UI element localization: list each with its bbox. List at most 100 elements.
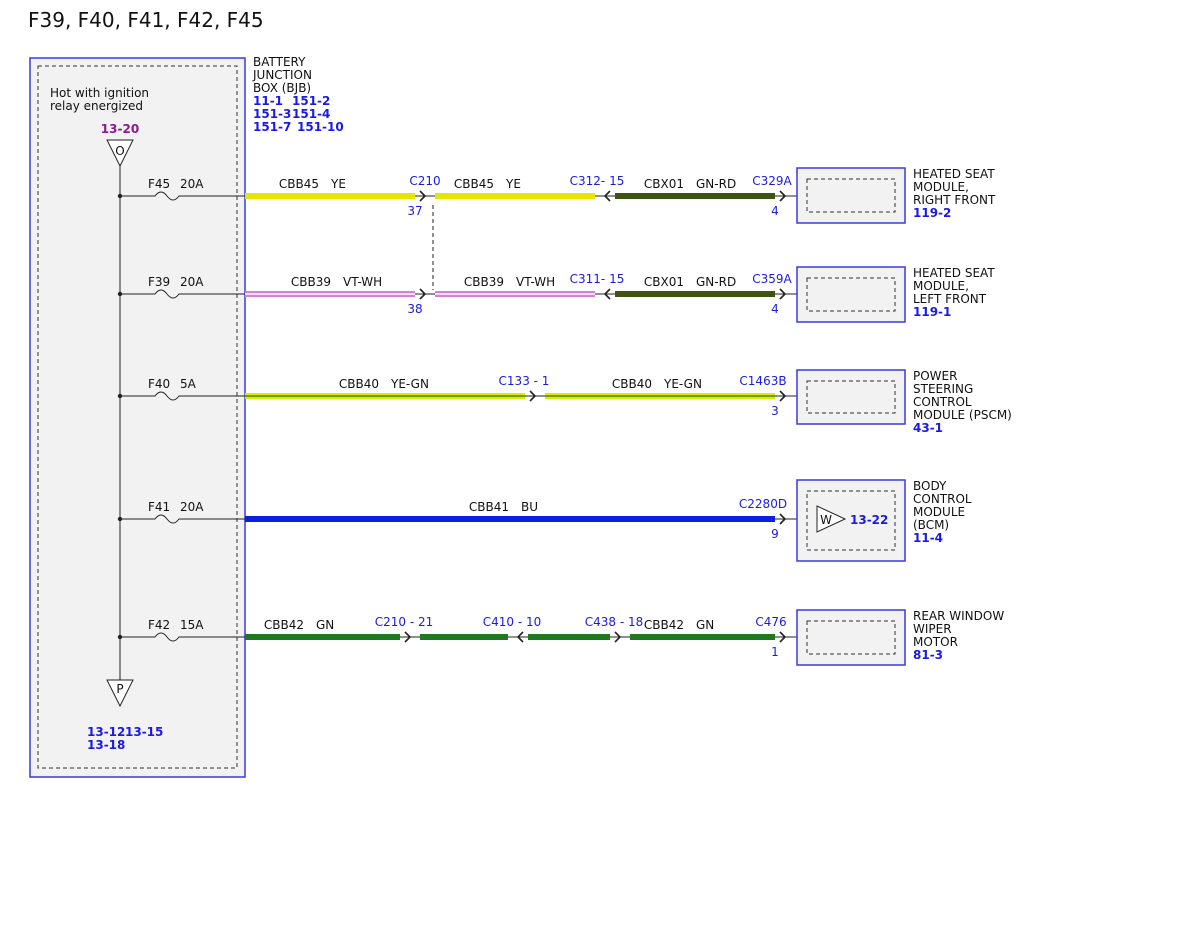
module-label: BODY [913, 479, 947, 493]
wire-id: CBB42 [264, 618, 304, 632]
module-symbol-ref: 13-22 [850, 513, 888, 527]
module-label: MODULE [913, 505, 965, 519]
module-box [796, 167, 906, 224]
connector-arrow [529, 390, 537, 402]
connector-pin: 4 [771, 302, 779, 316]
bjb-bottom-ref: 13-12 [87, 725, 125, 739]
module-label: MODULE, [913, 279, 969, 293]
connector-pin: 38 [407, 302, 422, 316]
bottom-symbol-label: P [116, 682, 123, 696]
connector-label: C133 - 1 [499, 374, 550, 388]
module-ref: 11-4 [913, 531, 943, 545]
module-label: (BCM) [913, 518, 949, 532]
module-symbol [816, 505, 847, 533]
connector-arrow [603, 190, 611, 202]
bjb-label: BATTERY [253, 55, 306, 69]
bjb-ref-link: 11-1 [253, 94, 283, 108]
module-label: WIPER [913, 622, 952, 636]
module-symbol-label: W [820, 513, 832, 527]
wire-id: CBB41 [469, 500, 509, 514]
connector-arrow [779, 390, 787, 402]
top-symbol [106, 139, 134, 168]
connector-arrow [779, 190, 787, 202]
module-label: RIGHT FRONT [913, 193, 996, 207]
connector-pin: 3 [771, 404, 779, 418]
bjb-ref-link: 151-10 [297, 120, 344, 134]
module-label: MODULE, [913, 180, 969, 194]
connector-arrow [779, 513, 787, 525]
wire-color: GN-RD [696, 275, 736, 289]
bjb-label: JUNCTION [252, 68, 312, 82]
module-label: HEATED SEAT [913, 266, 995, 280]
wire-color: YE [505, 177, 521, 191]
wire-id: CBX01 [644, 177, 684, 191]
module-inner [806, 380, 896, 414]
fuse-name: F39 [148, 275, 170, 289]
module-label: POWER [913, 369, 957, 383]
wire-color: YE-GN [390, 377, 429, 391]
connector-label: C312- 15 [570, 174, 625, 188]
wire-color: GN [696, 618, 714, 632]
module-inner [806, 490, 896, 551]
connector-arrow [779, 631, 787, 643]
connector-arrow [516, 631, 524, 643]
connector-label: C329A [752, 174, 792, 188]
wire-id: CBB39 [464, 275, 504, 289]
fuse-name: F45 [148, 177, 170, 191]
fuse-rating: 20A [180, 177, 204, 191]
connector-arrow [404, 631, 412, 643]
fuse [120, 191, 245, 201]
bjb-note: relay energized [50, 99, 143, 113]
connector-arrow [779, 288, 787, 300]
module-label: HEATED SEAT [913, 167, 995, 181]
module-label: STEERING [913, 382, 973, 396]
module-box [796, 479, 906, 562]
wire-id: CBB45 [454, 177, 494, 191]
module-label: MOTOR [913, 635, 958, 649]
connector-pin: 1 [771, 645, 779, 659]
connector-label: C311- 15 [570, 272, 625, 286]
connector-label: C2280D [739, 497, 787, 511]
wire-id: CBB42 [644, 618, 684, 632]
bjb-inner [37, 65, 238, 769]
module-box [796, 369, 906, 425]
module-label: MODULE (PSCM) [913, 408, 1012, 422]
connector-pin: 37 [407, 204, 422, 218]
fuse-name: F40 [148, 377, 170, 391]
wire-id: CBB39 [291, 275, 331, 289]
bjb-ref-link: 151-2 [292, 94, 330, 108]
fuse [120, 391, 245, 401]
module-inner [806, 277, 896, 312]
wire-id: CBB45 [279, 177, 319, 191]
wire-color: BU [521, 500, 538, 514]
bjb-note: Hot with ignition [50, 86, 149, 100]
module-label: CONTROL [913, 395, 972, 409]
connector-arrow [614, 631, 622, 643]
wire-color: VT-WH [343, 275, 382, 289]
bjb-ref: 13-20 [101, 122, 139, 136]
connector-arrow [419, 190, 427, 202]
connector-label: C210 - 21 [375, 615, 434, 629]
bottom-symbol [106, 679, 134, 708]
fuse [120, 632, 245, 642]
module-label: REAR WINDOW [913, 609, 1004, 623]
fuse-name: F41 [148, 500, 170, 514]
bjb-ref-link: 151-3 [253, 107, 291, 121]
wire-color: GN-RD [696, 177, 736, 191]
wire-id: CBB40 [339, 377, 379, 391]
bjb-ref-link: 151-4 [292, 107, 330, 121]
wire-color: GN [316, 618, 334, 632]
connector-label: C210 [409, 174, 440, 188]
fuse-name: F42 [148, 618, 170, 632]
bjb-bottom-ref: 13-18 [87, 738, 125, 752]
connector-arrow [603, 288, 611, 300]
connector-arrow [419, 288, 427, 300]
connector-label: C410 - 10 [483, 615, 542, 629]
connector-label: C476 [755, 615, 786, 629]
module-ref: 119-1 [913, 305, 951, 319]
bjb-box [29, 57, 246, 778]
fuse [120, 514, 245, 524]
title: F39, F40, F41, F42, F45 [28, 8, 264, 32]
bjb-label: BOX (BJB) [253, 81, 311, 95]
